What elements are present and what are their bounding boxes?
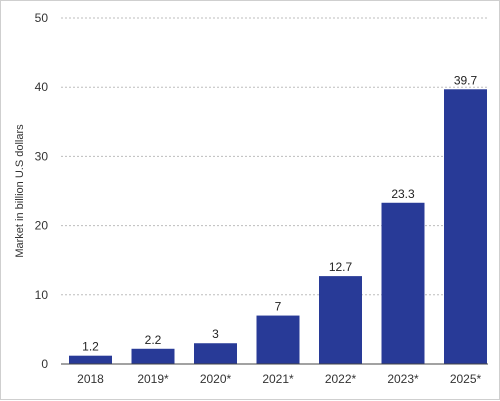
- x-axis-ticks: 2018 2019* 2020* 2021* 2022* 2023* 2025*: [77, 372, 481, 386]
- y-tick-label: 40: [35, 80, 49, 94]
- y-tick-label: 20: [35, 219, 49, 233]
- x-tick-label: 2023*: [387, 372, 419, 386]
- bar: [319, 276, 362, 364]
- x-tick-label: 2021*: [262, 372, 294, 386]
- y-tick-label: 30: [35, 149, 49, 163]
- bar-value-label: 12.7: [329, 260, 353, 274]
- bar: [131, 348, 175, 364]
- bar: [444, 89, 487, 364]
- bar-value-label: 7: [275, 300, 282, 314]
- bar-value-label: 23.3: [391, 187, 415, 201]
- bar: [194, 343, 237, 364]
- bar: [256, 315, 300, 364]
- gridlines: [61, 17, 488, 296]
- bar: [381, 202, 425, 364]
- bar: [69, 355, 112, 364]
- bar-value-label: 3: [212, 327, 219, 341]
- x-tick-label: 2020*: [200, 372, 232, 386]
- bar-value-label: 1.2: [82, 340, 99, 354]
- y-tick-label: 50: [35, 11, 49, 25]
- x-tick-label: 2025*: [450, 372, 482, 386]
- y-axis-ticks: 0 10 20 30 40 50: [35, 11, 49, 371]
- y-axis-title: Market in billion U.S dollars: [14, 124, 26, 258]
- bars: [69, 89, 487, 364]
- x-tick-label: 2022*: [325, 372, 357, 386]
- bar-value-label: 39.7: [454, 73, 478, 87]
- y-tick-label: 10: [35, 288, 49, 302]
- x-tick-label: 2019*: [137, 372, 169, 386]
- bar-value-labels: 1.2 2.2 3 7 12.7 23.3 39.7: [82, 73, 477, 353]
- y-tick-label: 0: [41, 357, 48, 371]
- bar-value-label: 2.2: [145, 333, 162, 347]
- x-tick-label: 2018: [77, 372, 104, 386]
